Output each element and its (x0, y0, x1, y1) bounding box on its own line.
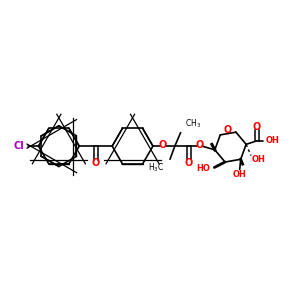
Text: H$_3$C: H$_3$C (148, 162, 164, 174)
Text: CH$_3$: CH$_3$ (185, 118, 201, 130)
Text: OH: OH (252, 154, 266, 164)
Text: O: O (92, 158, 100, 168)
Text: O: O (159, 140, 167, 150)
Text: O: O (224, 125, 232, 135)
Text: HO: HO (196, 164, 210, 173)
Text: Cl: Cl (13, 141, 24, 151)
Text: OH: OH (266, 136, 279, 145)
Text: OH: OH (233, 170, 247, 179)
Text: O: O (195, 140, 204, 150)
Text: O: O (253, 122, 261, 132)
Text: O: O (185, 158, 193, 168)
